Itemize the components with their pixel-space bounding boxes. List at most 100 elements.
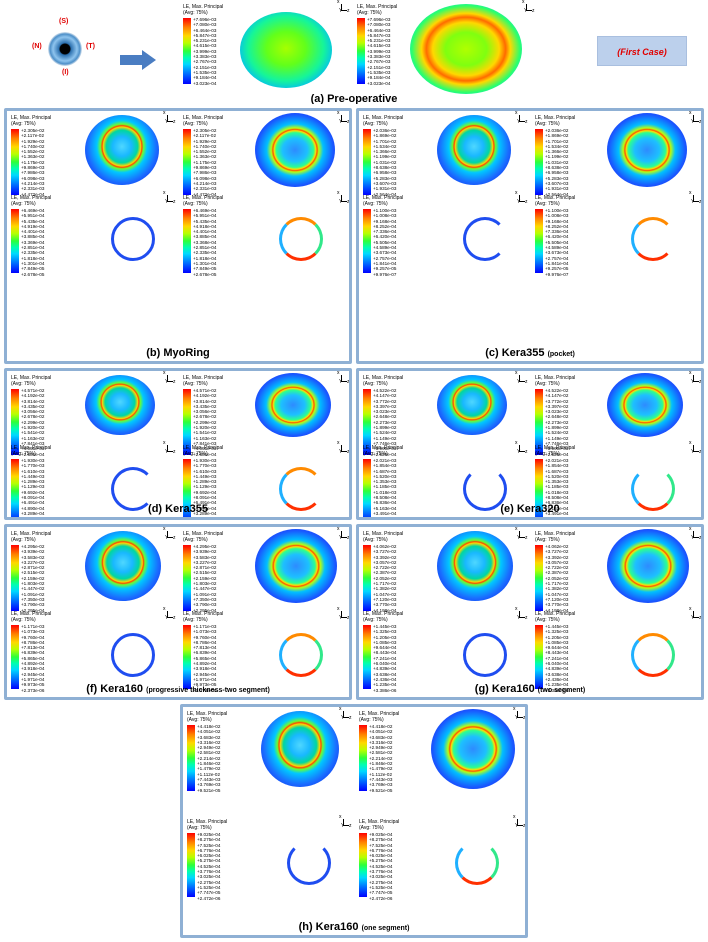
legend-value: +1.534e-02 [545,143,569,149]
legend-cornea-right: LE, Max. Principal (Avg: 75%) +4.522e-02 +4… [535,375,575,457]
legend-value: +3.397e-02 [545,403,569,409]
legend-value: +9.692e-04 [21,489,45,495]
ring-segment-back [279,217,323,261]
legend-value: +3.435e-02 [193,403,217,409]
legend-subtitle: (Avg: 75%) [183,10,208,16]
legend-value: +3.918e-04 [21,666,45,672]
legend-value: +1.047e-02 [373,591,397,597]
legend-value: +1.740e-02 [193,143,217,149]
legend-subtitle: (Avg: 75%) [535,381,560,387]
legend-ring-left: LE, Max. Principal (Avg: 75%) +6.469e-04 +5… [11,195,51,277]
legend-value: +3.289e-04 [193,510,217,516]
legend-values: +1.171e-03 +1.073e-03 +9.760e-04 +8.786e-04… [193,624,216,693]
color-bar [183,545,191,611]
legend-value: +1.205e-03 [373,634,397,640]
legend-values: +9.025e-04 +8.275e-04 +7.525e-04 +6.776e-04… [197,832,220,901]
legend-title: LE, Max. Principal [363,531,404,537]
legend-title: LE, Max. Principal [363,115,404,121]
legend-value: +2.564e-04 [545,191,569,197]
legend-value: +2.678e-05 [21,271,45,277]
legend-value: +2.036e-02 [373,128,397,133]
legend-value: +3.999e-03 [367,48,391,54]
legend-value: +2.275e-04 [197,879,221,885]
legend-value: +1.325e-03 [545,629,569,635]
legend-title: LE, Max. Principal [183,195,224,201]
legend-title: LE, Max. Principal [183,115,224,121]
legend-values: +6.469e-04 +5.951e-04 +5.435e-04 +4.919e-04… [21,208,44,277]
legend-value: +6.958e-03 [373,170,397,176]
legend-value: +1.920e-02 [193,425,217,431]
ring-segment-front [287,841,331,885]
legend-value: +3.999e-03 [193,48,217,54]
legend-subtitle: (Avg: 75%) [363,201,388,207]
legend-subtitle: (Avg: 75%) [187,717,212,723]
legend-cornea-right: LE, Max. Principal (Avg: 75%) +4.295e-02 +3… [183,531,223,613]
legend-value: +1.100e-03 [545,208,569,213]
panel-kera355: LE, Max. Principal (Avg: 75%) +4.571e-02 +4… [4,368,352,520]
legend-value: +1.535e-03 [367,69,391,75]
legend-value: +9.257e-05 [373,266,397,272]
legend-value: +1.534e-02 [373,143,397,149]
legend-subtitle: (Avg: 75%) [535,451,560,457]
legend-value: +1.366e-02 [373,149,397,155]
legend-title: LE, Max. Principal [183,375,224,381]
legend-value: +7.336e-04 [545,229,569,235]
color-bar [183,625,191,689]
legend-value: +3.397e-02 [373,403,397,409]
legend-value: +3.583e-02 [193,554,217,560]
caption-pre-operative: (a) Pre-operative [310,93,398,104]
legend-value: +7.336e-04 [373,229,397,235]
legend-pre-1: LE, Max. Principal (Avg: 75%) +7.696e-03… [183,4,223,86]
legend-value: +3.885e-04 [193,234,217,240]
legend-subtitle: (Avg: 75%) [183,451,208,457]
legend-value: +4.571e-02 [21,388,45,393]
legend-value: +2.678e-02 [21,414,45,420]
legend-subtitle: (Avg: 75%) [359,825,384,831]
legend-ring-right: LE, Max. Principal (Avg: 75%) +2.021e-03 +1… [535,445,576,517]
legend-value: +1.353e-03 [373,479,397,485]
legend-title: LE, Max. Principal [363,445,404,451]
legend-value: +1.185e-03 [545,484,569,490]
legend-value: +1.289e-03 [21,479,45,485]
legend-value: +2.767e-03 [367,59,391,65]
legend-title: LE, Max. Principal [535,445,576,451]
color-bar [11,625,19,689]
legend-value: +1.073e-03 [193,629,217,635]
legend-value: +6.040e-04 [373,661,397,667]
legend-value: +3.683e-02 [369,734,393,740]
legend-value: +4.589e-04 [373,245,397,251]
panel-caption: (e) Kera320 [500,503,560,515]
legend-subtitle: (Avg: 75%) [11,381,36,387]
legend-value: +9.184e-04 [367,75,391,81]
legend-value: +7.080e-03 [367,22,391,28]
legend-value: +9.869e-03 [21,165,45,171]
cornea-model-back [607,529,689,603]
legend-value: +5.275e-04 [369,858,393,864]
color-bar [183,459,191,517]
cornea-preop-back [410,4,522,94]
legend-value: +1.073e-03 [21,629,45,635]
legend-value: +6.958e-03 [545,170,569,176]
legend-value: +1.701e-02 [373,138,397,144]
legend-value: +3.776e-04 [369,869,393,875]
panel-caption: (d) Kera355 [148,503,208,515]
legend-value: +1.008e-03 [373,213,397,219]
legend-value: +2.945e-04 [193,671,217,677]
cornea-preop-front [240,12,332,88]
legend-value: +1.841e-04 [545,260,569,266]
legend-title: LE, Max. Principal [11,375,52,381]
legend-title: LE, Max. Principal [363,375,404,381]
legend-value: +1.701e-02 [545,138,569,144]
legend-value: +6.836e-04 [373,500,397,506]
legend-value: +2.295e-04 [21,607,45,613]
label-inferior: (I) [62,69,69,76]
legend-cornea-right: LE, Max. Principal (Avg: 75%) +4.062e-02 +3… [535,531,575,613]
legend-value: +3.392e-02 [373,554,397,560]
legend-value: +6.836e-04 [545,500,569,506]
